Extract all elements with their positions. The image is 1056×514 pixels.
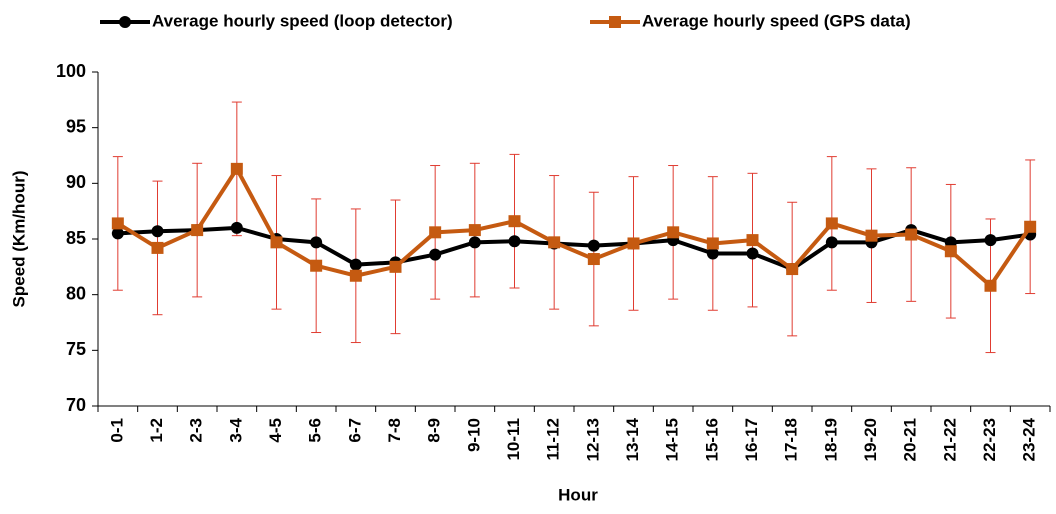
marker	[1024, 220, 1037, 233]
x-tick-label: 4-5	[266, 418, 285, 443]
x-tick-label: 8-9	[425, 418, 444, 443]
marker	[468, 236, 481, 249]
x-tick-label: 18-19	[821, 418, 840, 461]
x-tick-label: 6-7	[345, 418, 364, 443]
marker	[310, 259, 323, 272]
x-tick-label: 22-23	[980, 418, 999, 461]
x-tick-label: 9-10	[464, 418, 483, 452]
y-tick-label: 70	[66, 395, 86, 415]
marker	[587, 239, 600, 252]
marker	[429, 226, 442, 239]
marker	[151, 241, 164, 254]
marker	[825, 217, 838, 230]
x-tick-label: 10-11	[504, 418, 523, 461]
x-tick-label: 19-20	[861, 418, 880, 461]
x-tick-label: 14-15	[663, 418, 682, 461]
marker	[111, 227, 124, 240]
series-line	[116, 166, 1032, 288]
y-tick-label: 95	[66, 116, 86, 136]
marker	[984, 279, 997, 292]
series-line	[117, 225, 1031, 272]
marker	[230, 162, 243, 175]
marker	[905, 228, 918, 241]
marker	[429, 248, 442, 261]
marker	[270, 236, 283, 249]
legend-marker	[609, 16, 621, 28]
marker	[389, 260, 402, 273]
y-tick-label: 90	[66, 172, 86, 192]
marker	[111, 217, 124, 230]
marker	[825, 236, 838, 249]
x-tick-label: 7-8	[385, 418, 404, 443]
y-tick-label: 85	[66, 228, 86, 248]
marker	[310, 236, 323, 249]
marker	[746, 247, 759, 260]
marker	[984, 234, 997, 247]
marker	[349, 269, 362, 282]
x-tick-label: 13-14	[623, 417, 642, 461]
x-tick-label: 0-1	[107, 418, 126, 443]
x-tick-label: 5-6	[306, 418, 325, 443]
legend-label: Average hourly speed (loop detector)	[152, 11, 453, 30]
x-tick-label: 12-13	[583, 418, 602, 461]
x-axis-title: Hour	[558, 485, 598, 504]
x-tick-label: 20-21	[901, 418, 920, 461]
marker	[349, 258, 362, 271]
marker	[548, 236, 561, 249]
x-tick-label: 2-3	[187, 418, 206, 443]
marker	[508, 235, 521, 248]
x-tick-label: 21-22	[940, 418, 959, 461]
marker	[746, 234, 759, 247]
marker	[587, 253, 600, 266]
marker	[151, 225, 164, 238]
x-tick-label: 16-17	[742, 418, 761, 461]
marker	[627, 237, 640, 250]
y-tick-label: 75	[66, 339, 86, 359]
x-tick-label: 23-24	[1020, 417, 1039, 461]
marker	[786, 263, 799, 276]
marker	[508, 215, 521, 228]
marker	[667, 226, 680, 239]
y-tick-label: 80	[66, 283, 86, 303]
legend-label: Average hourly speed (GPS data)	[642, 11, 911, 30]
marker	[865, 229, 878, 242]
x-tick-label: 1-2	[147, 418, 166, 443]
marker	[191, 224, 204, 237]
legend-marker	[119, 16, 131, 28]
marker	[468, 224, 481, 237]
y-axis-title: Speed (Km/hour)	[9, 171, 28, 308]
marker	[230, 221, 243, 234]
x-tick-label: 3-4	[226, 417, 245, 442]
marker	[706, 247, 719, 260]
x-tick-label: 17-18	[782, 418, 801, 461]
y-tick-label: 100	[56, 61, 86, 81]
marker	[706, 237, 719, 250]
x-tick-label: 11-12	[544, 418, 563, 461]
x-tick-label: 15-16	[702, 418, 721, 461]
marker	[944, 245, 957, 258]
